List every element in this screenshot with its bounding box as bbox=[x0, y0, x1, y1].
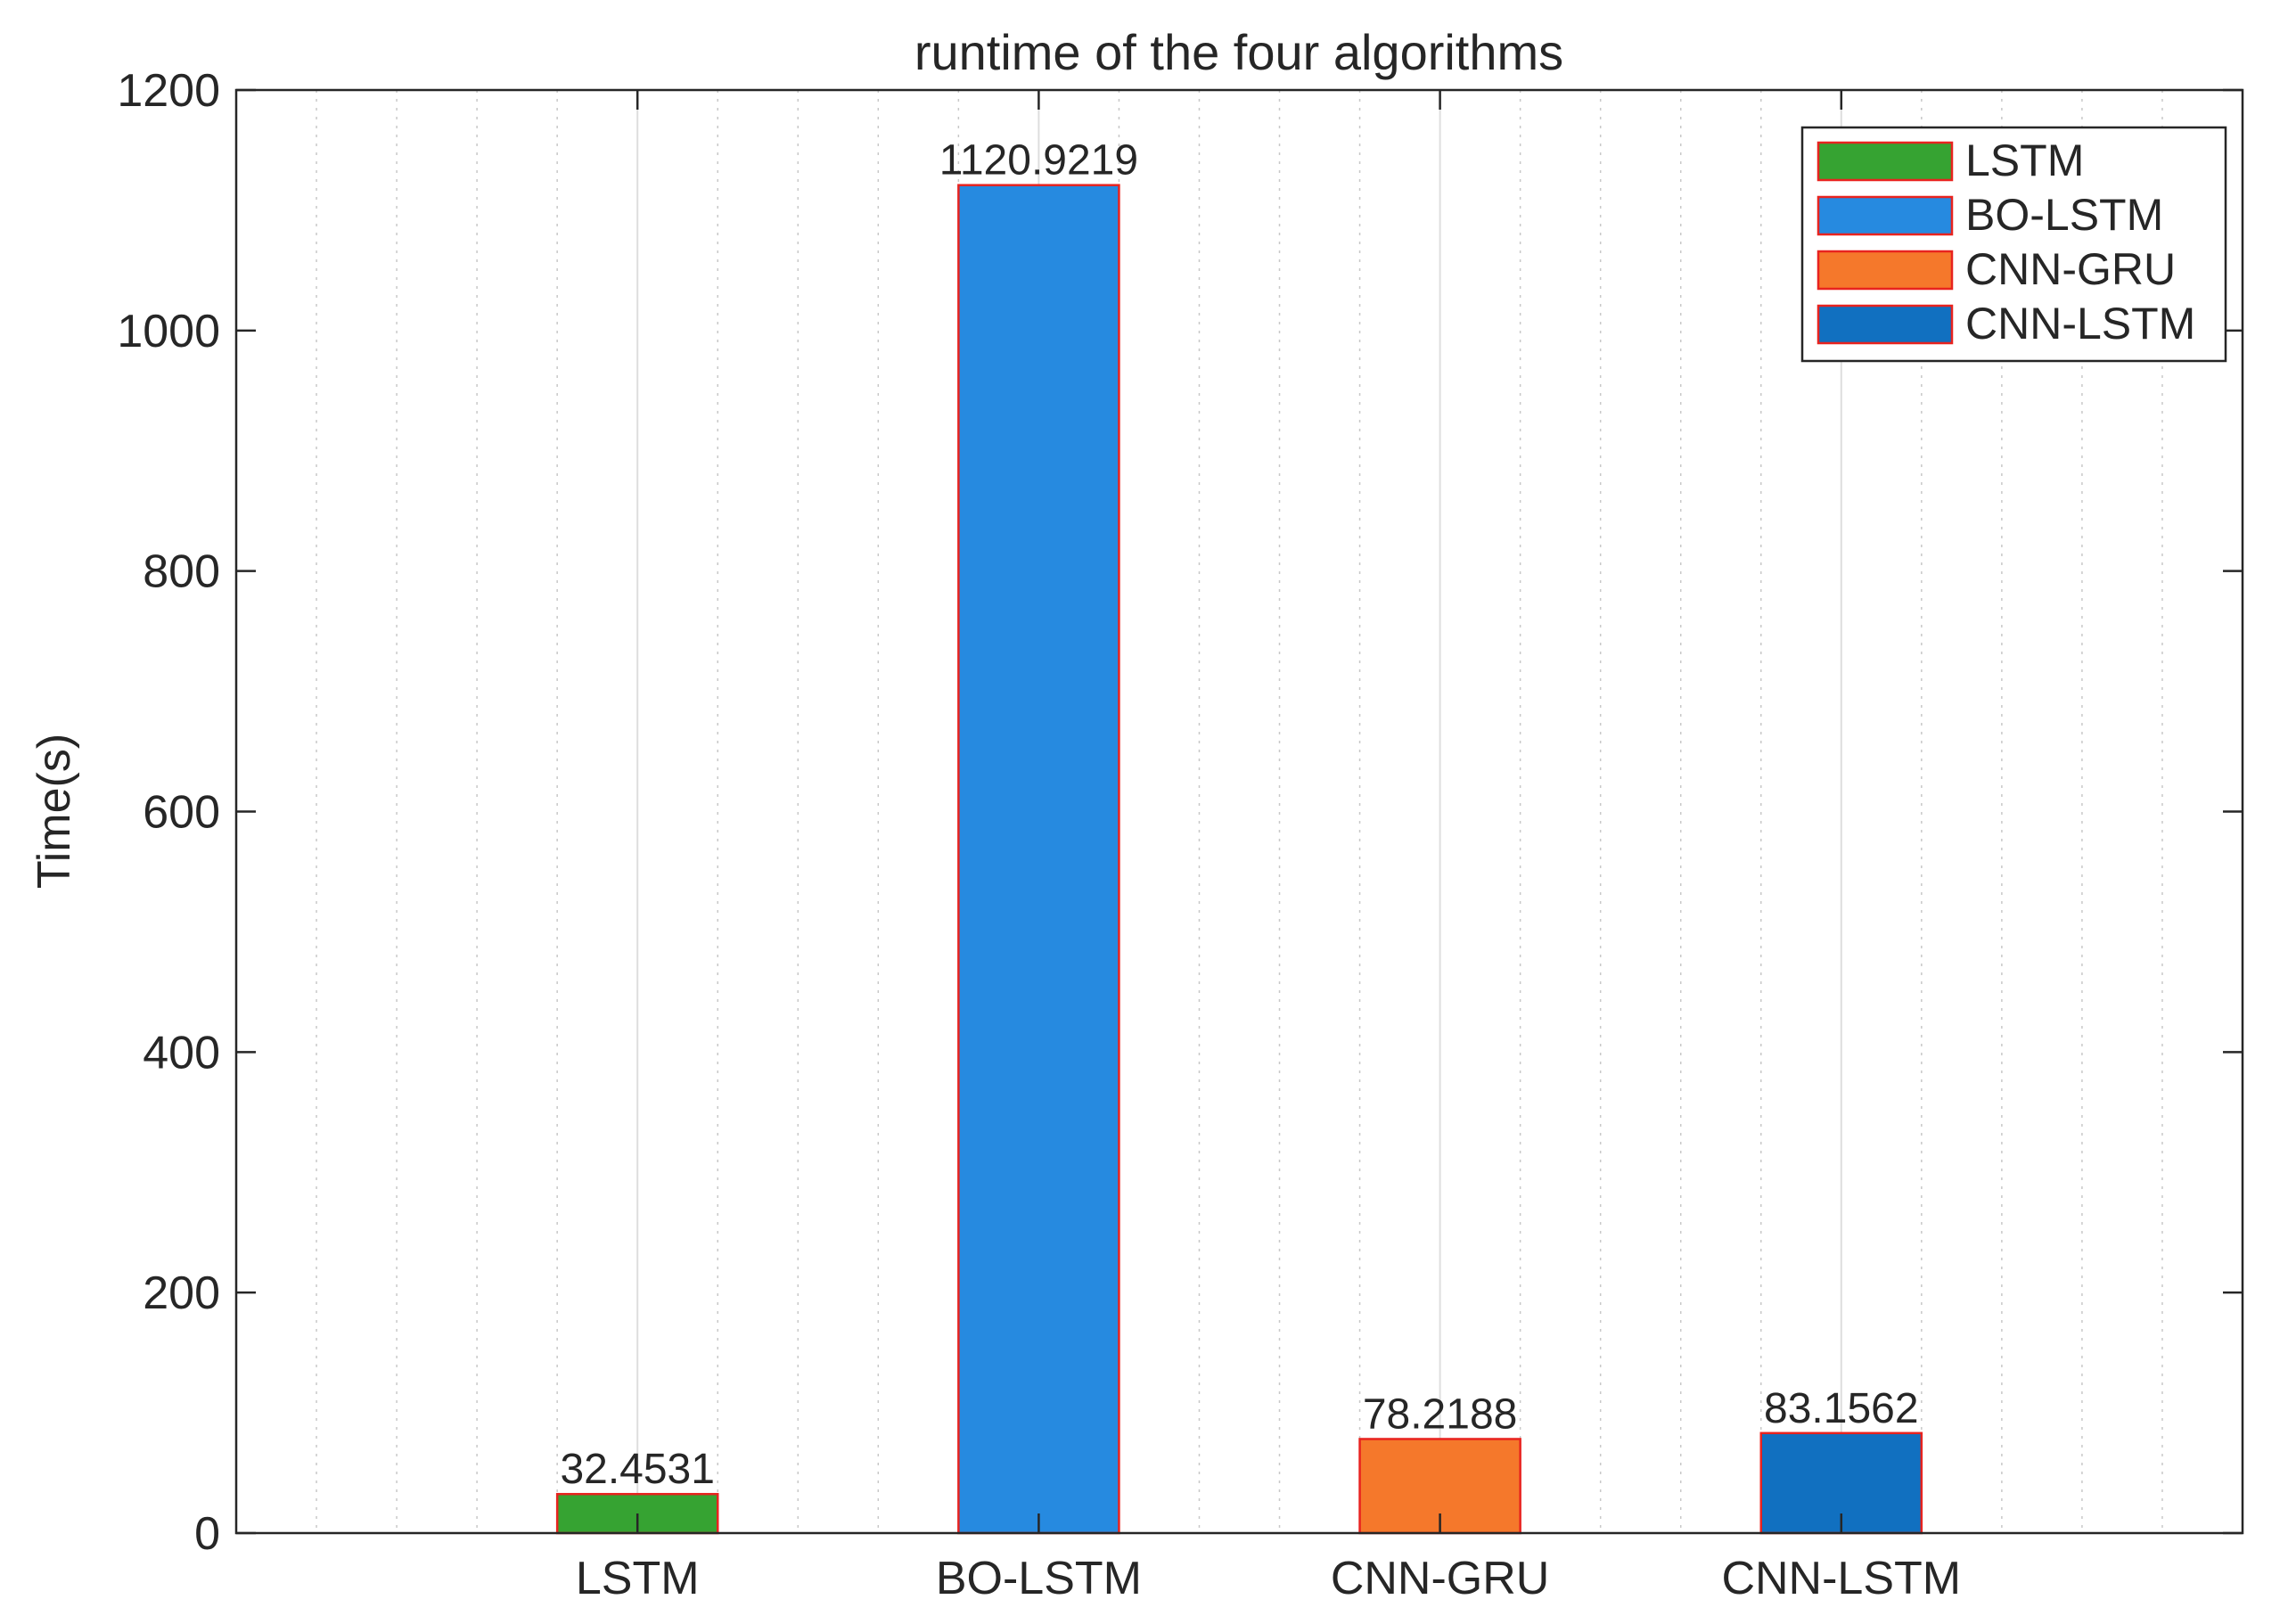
data-label: 32.4531 bbox=[560, 1446, 715, 1493]
bar bbox=[957, 184, 1120, 1535]
x-tick-labels: LSTM BO-LSTM CNN-GRU CNN-LSTM bbox=[576, 1553, 1961, 1604]
y-tick-label: 200 bbox=[143, 1267, 220, 1319]
legend-swatch bbox=[1816, 304, 1954, 345]
x-tick-label: CNN-LSTM bbox=[1721, 1553, 1961, 1604]
data-label: 78.2188 bbox=[1363, 1390, 1518, 1438]
y-tick-label: 1000 bbox=[117, 306, 220, 357]
y-tick-labels: 0 200 400 600 800 1000 1200 bbox=[117, 65, 220, 1560]
legend-swatch bbox=[1816, 141, 1954, 182]
y-tick-label: 400 bbox=[143, 1027, 220, 1079]
chart-title: runtime of the four algorithms bbox=[914, 24, 1563, 80]
legend-swatch bbox=[1816, 195, 1954, 236]
y-tick-label: 800 bbox=[143, 546, 220, 598]
legend-label: LSTM bbox=[1965, 135, 2084, 185]
legend-label: CNN-GRU bbox=[1965, 244, 2176, 294]
x-tick-label: CNN-GRU bbox=[1331, 1553, 1550, 1604]
x-tick-label: LSTM bbox=[576, 1553, 700, 1604]
y-tick-label: 1200 bbox=[117, 65, 220, 117]
legend-label: BO-LSTM bbox=[1965, 190, 2163, 240]
data-label: 1120.9219 bbox=[939, 137, 1138, 185]
legend-label: CNN-LSTM bbox=[1965, 299, 2195, 349]
data-label: 83.1562 bbox=[1764, 1385, 1919, 1432]
x-tick-label: BO-LSTM bbox=[936, 1553, 1142, 1604]
y-tick-label: 0 bbox=[194, 1508, 220, 1560]
data-labels: 32.4531 1120.9219 78.2188 83.1562 bbox=[560, 137, 1918, 1494]
y-tick-label: 600 bbox=[143, 787, 220, 839]
legend-swatch bbox=[1816, 250, 1954, 291]
y-axis-label: Time(s) bbox=[29, 734, 80, 889]
